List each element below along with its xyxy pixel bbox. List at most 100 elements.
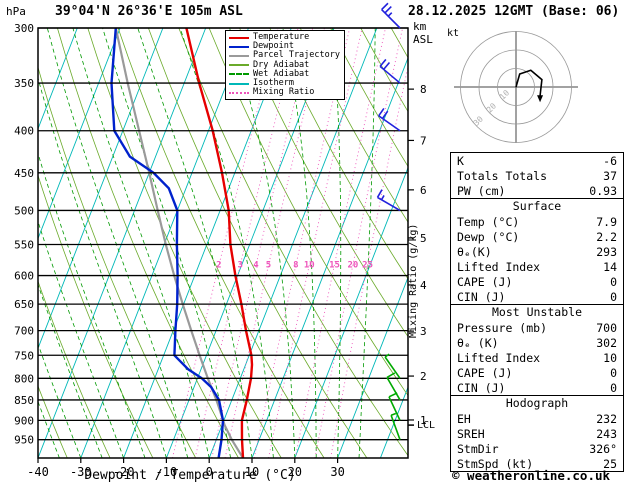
hodograph-trace-arrow — [537, 95, 543, 102]
stat-value: -6 — [603, 154, 617, 168]
pressure-tick-label: 800 — [14, 372, 34, 385]
dry-adiabat-line — [57, 28, 238, 458]
station-title: 39°04'N 26°36'E 105m ASL — [55, 4, 243, 19]
stat-row: θₑ(K)293 — [451, 244, 623, 259]
wind-barb — [387, 373, 400, 400]
stat-row: Totals Totals37 — [451, 168, 623, 183]
mixing-ratio-value-label: 25 — [362, 261, 373, 271]
hodograph-unit-label: kt — [447, 28, 459, 39]
dewpoint-curve — [112, 28, 224, 458]
pressure-tick-label: 600 — [14, 270, 34, 283]
legend-line-sample — [229, 37, 249, 39]
stat-value: 0 — [610, 366, 617, 380]
pressure-tick-label: 950 — [14, 434, 34, 447]
wind-barb — [382, 3, 400, 28]
pressure-tick-label: 700 — [14, 325, 34, 338]
stat-row: CIN (J) 0 — [451, 289, 623, 304]
pressure-tick-label: 550 — [14, 238, 34, 251]
stat-value: 14 — [603, 260, 617, 274]
legend-line-sample — [229, 64, 249, 66]
stat-row: EH 232 — [451, 411, 623, 426]
stat-row: SREH243 — [451, 426, 623, 441]
stat-label: CIN (J) — [457, 381, 505, 395]
pressure-tick-label: 400 — [14, 125, 34, 138]
stat-value: 232 — [596, 412, 617, 426]
stat-label: CIN (J) — [457, 290, 505, 304]
km-axis-label: km — [413, 20, 426, 33]
pressure-tick-label: 650 — [14, 298, 34, 311]
stat-label: θₑ (K) — [457, 336, 499, 350]
legend: TemperatureDewpointParcel TrajectoryDry … — [225, 30, 345, 100]
stat-value: 0.93 — [589, 184, 617, 198]
stat-value: 7.9 — [596, 215, 617, 229]
stat-value: 293 — [596, 245, 617, 259]
pressure-tick-label: 750 — [14, 349, 34, 362]
stat-row: PW (cm) 0.93 — [451, 183, 623, 198]
stat-row: CAPE (J) 0 — [451, 365, 623, 380]
mixing-ratio-value-label: 10 — [304, 261, 315, 271]
legend-line-sample — [229, 55, 249, 57]
wet-adiabat-line — [359, 28, 375, 458]
wet-adiabat-line — [25, 28, 167, 458]
stat-label: Dewp (°C) — [457, 230, 519, 244]
km-tick-label: 3 — [420, 325, 427, 338]
legend-line-sample — [229, 73, 249, 75]
mixing-ratio-value-label: 15 — [329, 261, 340, 271]
stat-label: PW (cm) — [457, 184, 505, 198]
hodograph-ring-label: 20 — [485, 101, 498, 114]
stat-value: 0 — [610, 290, 617, 304]
valid-time-title: 28.12.2025 12GMT (Base: 06) — [408, 4, 619, 19]
stat-value: 0 — [610, 275, 617, 289]
stat-value: 37 — [603, 169, 617, 183]
km-tick-label: 6 — [420, 184, 427, 197]
copyright-text: © weatheronline.co.uk — [452, 468, 610, 483]
stat-value: 302 — [596, 336, 617, 350]
stat-row: CAPE (J) 0 — [451, 274, 623, 289]
stat-label: K — [457, 154, 464, 168]
stat-value: 0 — [610, 381, 617, 395]
pressure-unit-label: hPa — [6, 5, 26, 18]
pressure-tick-label: 350 — [14, 77, 34, 90]
stat-label: Pressure (mb) — [457, 321, 547, 335]
stats-section-title: Surface — [451, 199, 623, 214]
wet-adiabat-line — [0, 28, 81, 458]
stat-row: Lifted Index 14 — [451, 259, 623, 274]
mixing-ratio-value-label: 8 — [293, 261, 298, 271]
stat-value: 700 — [596, 321, 617, 335]
stat-label: Lifted Index — [457, 351, 540, 365]
stat-label: Lifted Index — [457, 260, 540, 274]
wet-adiabat-line — [47, 28, 188, 458]
stat-value: 2.2 — [596, 230, 617, 244]
stats-panel: K -6Totals Totals37PW (cm) 0.93SurfaceTemp… — [450, 152, 624, 472]
wind-barb — [377, 190, 400, 211]
stat-label: EH — [457, 412, 471, 426]
stats-section-title: Most Unstable — [451, 305, 623, 320]
mixing-ratio-value-label: 2 — [216, 261, 221, 271]
asl-axis-label: ASL — [413, 33, 433, 46]
pressure-tick-label: 900 — [14, 414, 34, 427]
stat-label: CAPE (J) — [457, 366, 512, 380]
km-tick-label: 4 — [420, 279, 427, 292]
mixing-ratio-value-label: 5 — [266, 261, 271, 271]
pressure-tick-label: 300 — [14, 22, 34, 35]
stat-row: Temp (°C)7.9 — [451, 214, 623, 229]
mixing-ratio-value-label: 4 — [253, 261, 259, 271]
legend-line-sample — [229, 92, 249, 94]
stat-row: K -6 — [451, 153, 623, 168]
legend-row: Mixing Ratio — [229, 88, 340, 97]
pressure-tick-label: 850 — [14, 394, 34, 407]
mixing-ratio-value-label: 3 — [238, 261, 243, 271]
hodograph-ring-label: 10 — [498, 88, 511, 101]
stats-section: SurfaceTemp (°C)7.9Dewp (°C) 2.2θₑ(K)293L… — [451, 198, 623, 304]
parcel-trajectory-curve — [116, 28, 243, 458]
skewt-sounding-page: 2345810152025300350400450500550600650700… — [0, 0, 629, 486]
stat-label: SREH — [457, 427, 485, 441]
wind-barb — [380, 59, 400, 83]
stat-value: 10 — [603, 351, 617, 365]
stat-row: Lifted Index 10 — [451, 350, 623, 365]
legend-line-sample — [229, 83, 249, 85]
stat-row: Pressure (mb) 700 — [451, 320, 623, 335]
temperature-axis-label: Dewpoint / Temperature (°C) — [40, 468, 340, 483]
stat-label: CAPE (J) — [457, 275, 512, 289]
legend-label: Mixing Ratio — [253, 88, 314, 97]
